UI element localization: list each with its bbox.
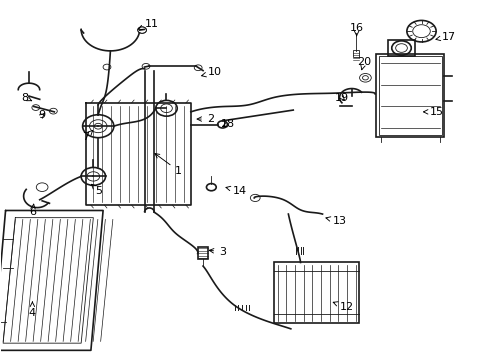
Bar — [375, 54, 444, 137]
Text: 19: 19 — [334, 93, 348, 103]
Text: 7: 7 — [82, 130, 93, 142]
Bar — [387, 40, 414, 56]
Bar — [378, 56, 441, 135]
Text: 6: 6 — [29, 204, 36, 217]
Text: 3: 3 — [209, 247, 225, 257]
Text: 5: 5 — [91, 184, 102, 196]
Text: 12: 12 — [332, 302, 353, 312]
Text: 10: 10 — [201, 67, 222, 77]
Text: 18: 18 — [220, 120, 234, 129]
Bar — [352, 50, 358, 57]
Text: 2: 2 — [197, 114, 213, 124]
Text: 16: 16 — [349, 23, 363, 36]
Text: 17: 17 — [435, 32, 455, 41]
Text: 14: 14 — [225, 186, 246, 196]
Bar — [197, 247, 208, 259]
Text: 8: 8 — [21, 93, 32, 103]
Text: 20: 20 — [356, 57, 370, 70]
Text: 11: 11 — [138, 19, 159, 30]
Text: 9: 9 — [39, 111, 45, 121]
Text: 13: 13 — [325, 216, 346, 226]
Text: 15: 15 — [423, 107, 443, 117]
Text: 1: 1 — [155, 154, 182, 176]
Bar — [273, 262, 358, 323]
Text: 4: 4 — [29, 302, 36, 318]
